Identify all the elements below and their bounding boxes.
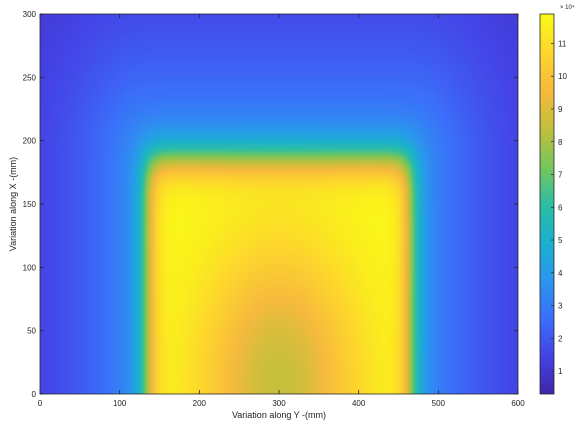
colorbar: [539, 13, 555, 395]
colorbar-tick-label: 3: [558, 302, 563, 311]
y-tick-label: 100: [23, 263, 37, 272]
colorbar-tick-label: 9: [558, 105, 563, 114]
colorbar-tick-label: 8: [558, 138, 563, 147]
y-tick-label: 200: [23, 137, 37, 146]
colorbar-tick-label: 11: [558, 39, 567, 48]
y-tick-label: 0: [32, 390, 37, 399]
colorbar-tick-label: 10: [558, 72, 567, 81]
y-tick-label: 150: [23, 200, 37, 209]
heatmap-image: [40, 14, 518, 394]
x-axis-label: Variation along Y -(mm): [232, 410, 326, 420]
y-axis-label: Variation along X -(mm): [8, 157, 18, 251]
x-tick-label: 600: [511, 399, 525, 408]
x-tick-label: 300: [272, 399, 286, 408]
x-tick-label: 200: [193, 399, 207, 408]
y-tick-label: 250: [23, 73, 37, 82]
colorbar-tick-label: 2: [558, 334, 563, 343]
x-tick-label: 0: [38, 399, 43, 408]
colorbar-tick-label: 1: [558, 367, 563, 376]
colorbar-tick-label: 6: [558, 203, 563, 212]
x-tick-label: 400: [352, 399, 366, 408]
y-axis-ticks: 0 50 100 150 200 250 300: [23, 10, 518, 399]
y-tick-label: 300: [23, 10, 37, 19]
y-tick-label: 50: [27, 327, 36, 336]
x-tick-label: 100: [113, 399, 127, 408]
x-tick-label: 500: [432, 399, 446, 408]
colorbar-tick-label: 7: [558, 171, 563, 180]
colorbar-ticks: 1 2 3 4 5 6 7 8 9 10 11: [551, 39, 567, 376]
colorbar-tick-label: 5: [558, 236, 563, 245]
colorbar-tick-label: 4: [558, 269, 563, 278]
colorbar-exponent-label: × 10⁴: [560, 4, 575, 11]
x-axis-ticks: 0 100 200 300 400 500 600: [38, 14, 525, 408]
